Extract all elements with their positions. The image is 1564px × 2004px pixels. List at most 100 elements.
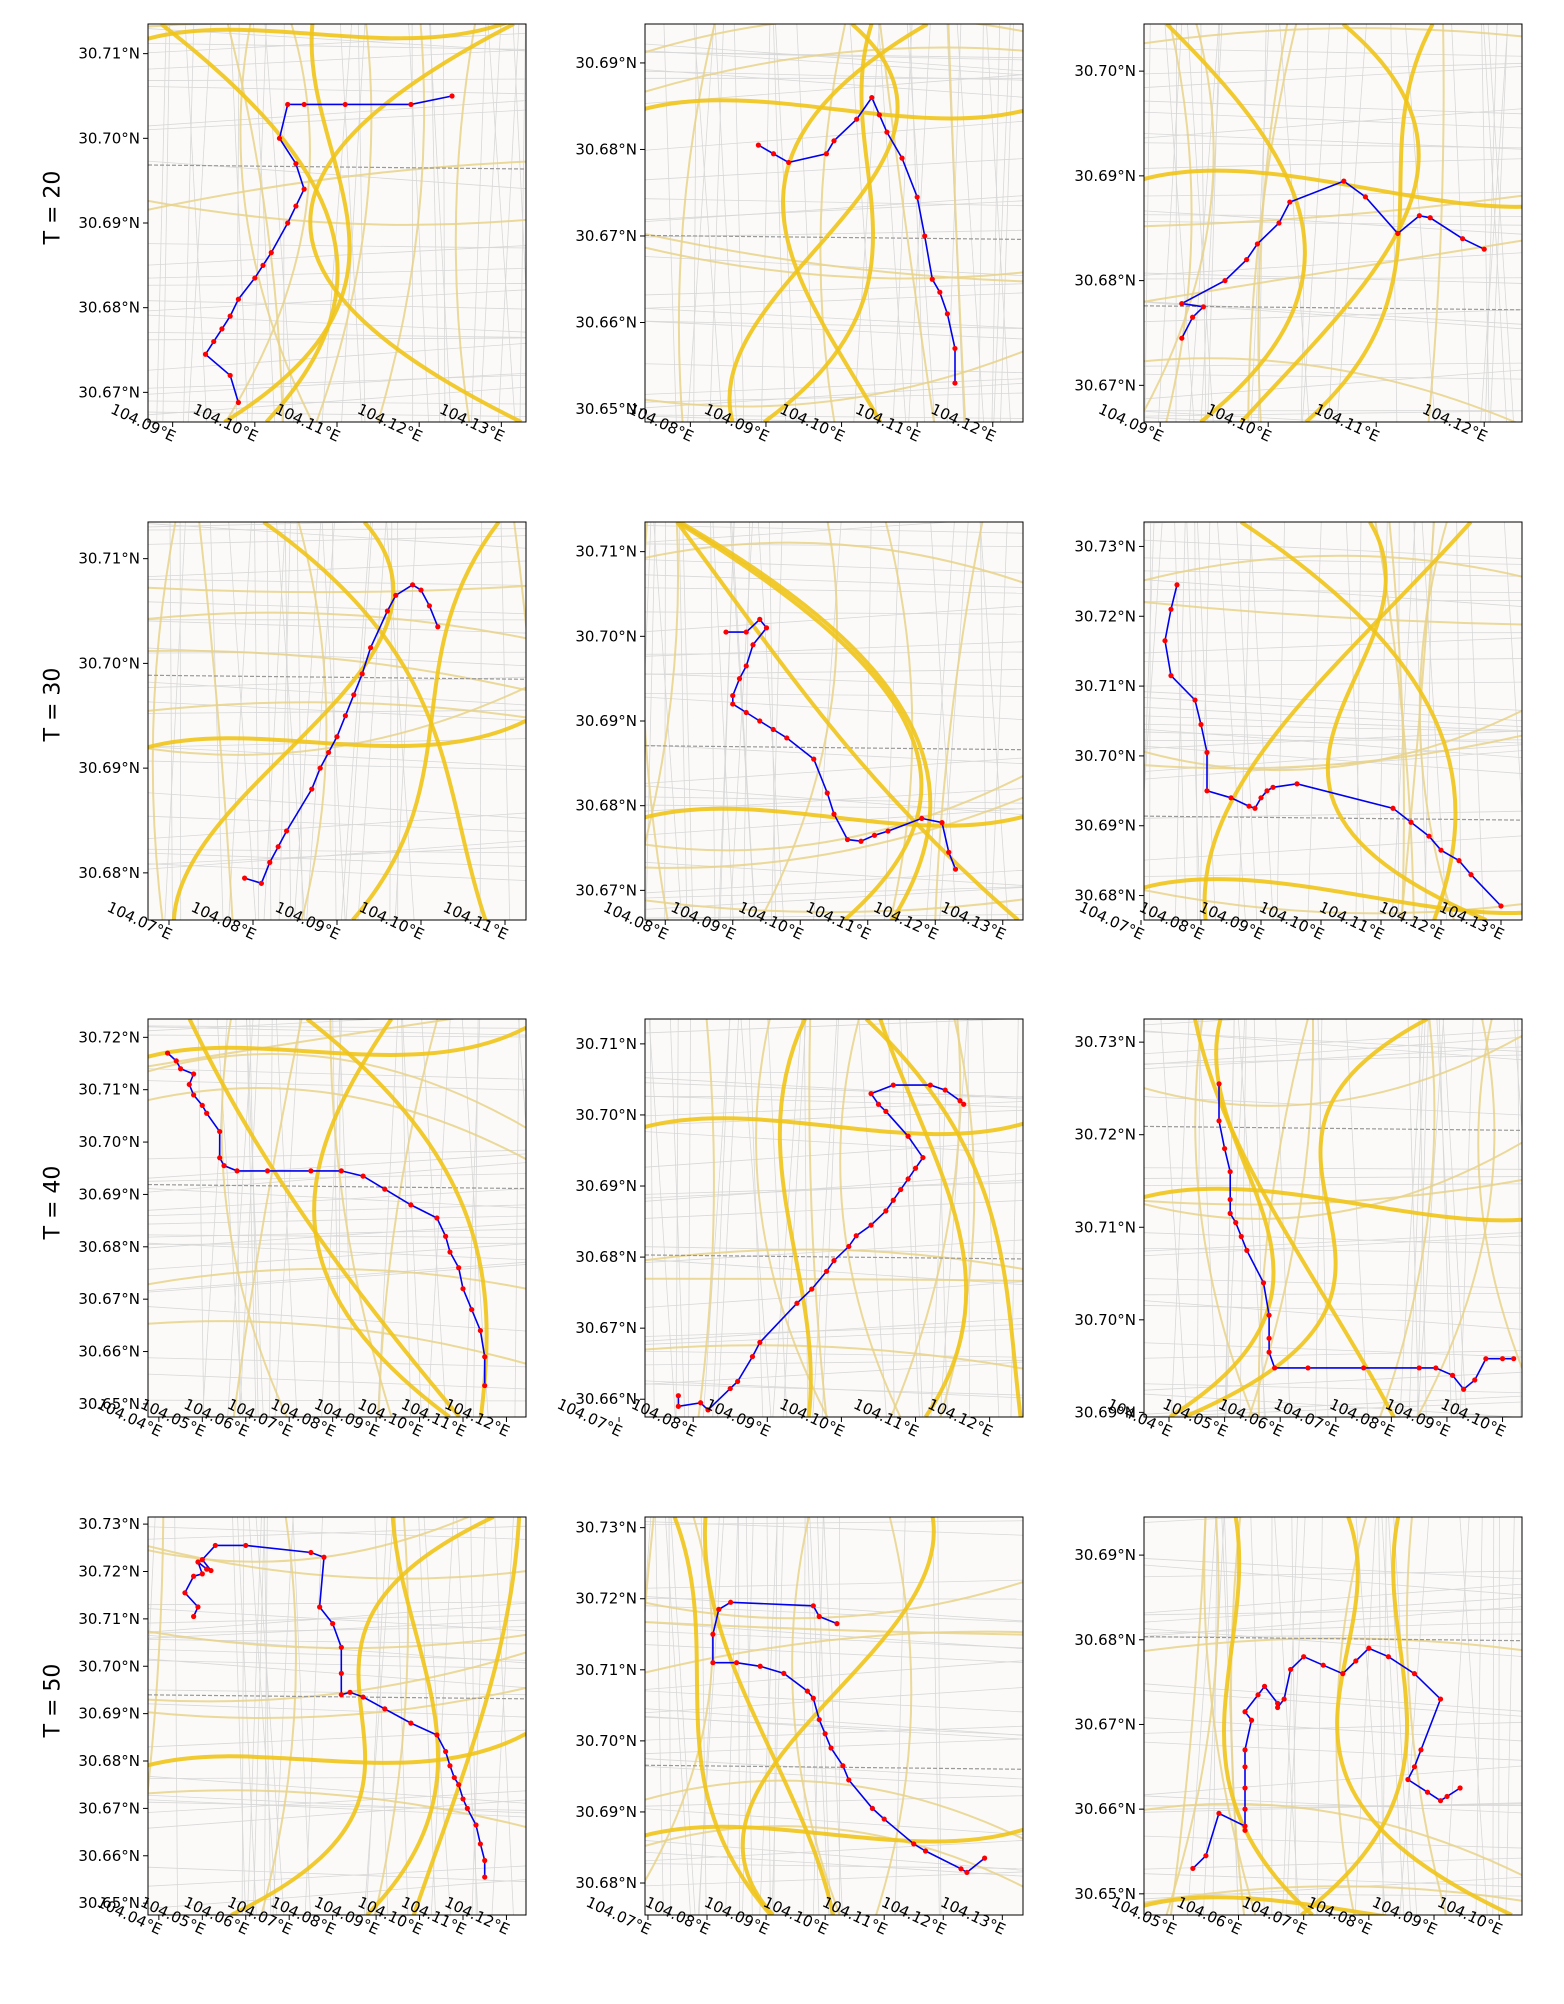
route-point xyxy=(211,339,216,344)
y-tick-label: 30.71°N xyxy=(78,1081,140,1099)
map-background xyxy=(645,522,1023,920)
route-point xyxy=(771,727,776,732)
y-tick-label: 30.71°N xyxy=(1074,677,1136,695)
route-point xyxy=(771,151,776,156)
route-point xyxy=(869,95,874,100)
route-point xyxy=(200,1557,205,1562)
route-point xyxy=(1457,1785,1462,1790)
route-point xyxy=(1412,1671,1417,1676)
route-point xyxy=(1228,1197,1233,1202)
route-point xyxy=(883,1208,888,1213)
y-tick-label: 30.68°N xyxy=(575,1874,637,1892)
route-point xyxy=(1294,781,1299,786)
route-point xyxy=(309,786,314,791)
route-point xyxy=(730,701,735,706)
y-tick-label: 30.71°N xyxy=(575,543,637,561)
route-point xyxy=(982,1856,987,1861)
y-tick-label: 30.67°N xyxy=(575,1319,637,1337)
y-tick-label: 30.69°N xyxy=(575,1177,637,1195)
route-point xyxy=(191,1071,196,1076)
route-point xyxy=(1216,1081,1221,1086)
route-point xyxy=(1168,607,1173,612)
route-point xyxy=(744,663,749,668)
route-point xyxy=(1233,1220,1238,1225)
route-point xyxy=(343,713,348,718)
route-point xyxy=(191,1092,196,1097)
route-point xyxy=(868,1091,873,1096)
route-point xyxy=(1204,750,1209,755)
route-point xyxy=(178,1066,183,1071)
map-panel-1-1: 30.67°N30.68°N30.69°N30.70°N30.71°N104.0… xyxy=(575,517,1023,944)
route-point xyxy=(1242,1785,1247,1790)
route-point xyxy=(200,1103,205,1108)
route-point xyxy=(456,1265,461,1270)
route-point xyxy=(1301,1654,1306,1659)
row-label-t40: T = 40 xyxy=(40,1166,65,1240)
map-panel-3-2: 30.65°N30.66°N30.67°N30.68°N30.69°N104.0… xyxy=(1074,1502,1522,1938)
route-point xyxy=(710,1632,715,1637)
map-panel-0-0: 30.67°N30.68°N30.69°N30.70°N30.71°N104.0… xyxy=(78,0,532,446)
route-point xyxy=(883,1109,888,1114)
route-point xyxy=(952,380,957,385)
route-point xyxy=(1482,247,1487,252)
y-tick-label: 30.70°N xyxy=(78,1133,140,1151)
route-point xyxy=(906,1134,911,1139)
route-point xyxy=(1418,1747,1423,1752)
route-point xyxy=(1282,1696,1287,1701)
y-tick-label: 30.67°N xyxy=(78,1799,140,1817)
route-point xyxy=(1460,236,1465,241)
map-panel-0-1: 30.65°N30.66°N30.67°N30.68°N30.69°N104.0… xyxy=(575,17,1023,446)
route-point xyxy=(447,1763,452,1768)
y-tick-label: 30.71°N xyxy=(78,45,140,63)
route-point xyxy=(330,1621,335,1626)
route-point xyxy=(1242,1747,1247,1752)
route-point xyxy=(456,1782,461,1787)
route-point xyxy=(343,102,348,107)
route-point xyxy=(1405,1777,1410,1782)
route-point xyxy=(1204,788,1209,793)
map-panel-2-1: 30.66°N30.67°N30.68°N30.69°N30.70°N30.71… xyxy=(554,1018,1023,1440)
route-point xyxy=(1472,1377,1477,1382)
route-point xyxy=(243,1543,248,1548)
y-tick-label: 30.71°N xyxy=(575,1035,637,1053)
route-point xyxy=(1444,1794,1449,1799)
route-point xyxy=(930,277,935,282)
route-point xyxy=(1428,215,1433,220)
route-point xyxy=(1179,336,1184,341)
y-tick-label: 30.72°N xyxy=(1074,1126,1136,1144)
route-point xyxy=(265,1168,270,1173)
route-point xyxy=(1276,220,1281,225)
route-point xyxy=(1363,194,1368,199)
y-tick-label: 30.72°N xyxy=(78,1028,140,1046)
route-point xyxy=(1264,788,1269,793)
route-point xyxy=(452,1775,457,1780)
route-point xyxy=(1395,231,1400,236)
route-point xyxy=(1288,1667,1293,1672)
route-point xyxy=(460,1286,465,1291)
y-tick-label: 30.66°N xyxy=(575,314,637,332)
route-point xyxy=(252,275,257,280)
route-point xyxy=(919,816,924,821)
route-point xyxy=(1366,1646,1371,1651)
route-point xyxy=(1483,1356,1488,1361)
route-point xyxy=(434,1732,439,1737)
map-panel-2-2: 30.69°N30.70°N30.71°N30.72°N30.73°N104.0… xyxy=(1074,1003,1543,1441)
route-point xyxy=(1198,722,1203,727)
route-point xyxy=(408,102,413,107)
route-point xyxy=(737,676,742,681)
y-tick-label: 30.68°N xyxy=(1074,272,1136,290)
route-point xyxy=(200,1571,205,1576)
route-point xyxy=(824,1269,829,1274)
route-point xyxy=(219,326,224,331)
route-point xyxy=(1468,872,1473,877)
route-point xyxy=(1341,179,1346,184)
y-tick-label: 30.69°N xyxy=(575,1803,637,1821)
y-tick-label: 30.68°N xyxy=(78,299,140,317)
map-panel-3-0: 30.65°N30.66°N30.67°N30.68°N30.69°N30.70… xyxy=(78,1489,526,1938)
y-tick-label: 30.67°N xyxy=(78,1290,140,1308)
route-point xyxy=(805,1689,810,1694)
route-point xyxy=(339,1692,344,1697)
route-point xyxy=(906,1176,911,1181)
route-point xyxy=(242,876,247,881)
